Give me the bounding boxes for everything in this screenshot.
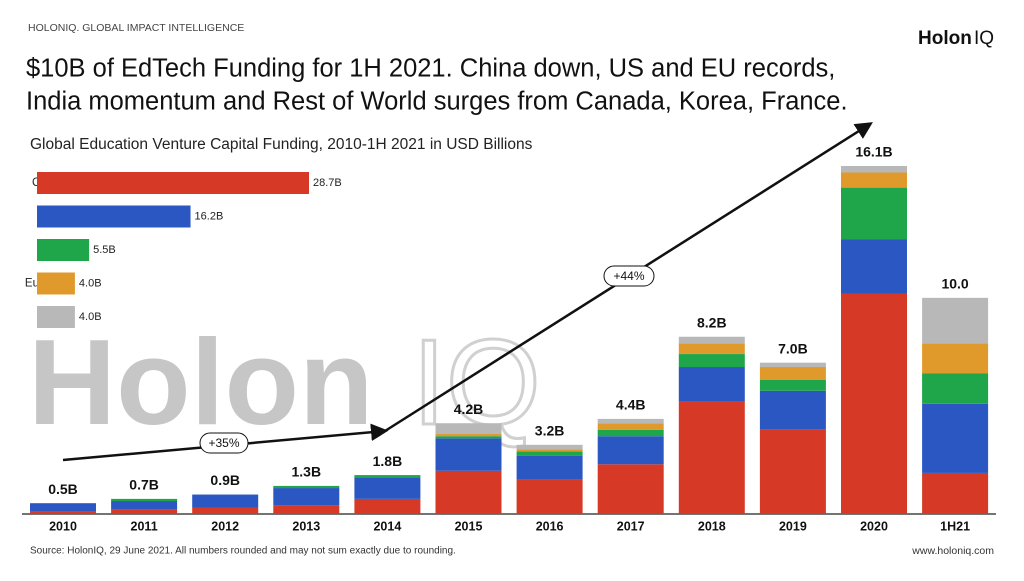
brand-line: HOLONIQ. GLOBAL IMPACT INTELLIGENCE — [28, 22, 244, 34]
bar — [37, 239, 90, 261]
value-label: 4.0B — [79, 311, 102, 323]
bar-segment — [841, 293, 907, 514]
x-tick-label: 2015 — [455, 519, 483, 533]
bar-segment — [516, 451, 583, 456]
bar-segment — [30, 511, 96, 514]
bar-segment — [354, 477, 421, 499]
bar-segment — [678, 343, 745, 355]
bar-segment — [922, 472, 989, 514]
bar-segment — [759, 367, 826, 380]
watermark: Holon IQ — [28, 313, 542, 452]
bar-segment — [759, 429, 826, 514]
bar-segment — [678, 367, 745, 402]
bar-segment — [759, 362, 826, 368]
bar-segment — [841, 172, 907, 188]
total-label: 7.0B — [778, 340, 808, 356]
x-tick-label: 2017 — [617, 519, 645, 533]
total-label: 4.4B — [616, 397, 646, 413]
bar-segment — [516, 449, 583, 452]
bar-segment — [678, 336, 745, 344]
bar-segment — [922, 297, 989, 344]
bar-segment — [922, 343, 989, 374]
total-label: 0.5B — [48, 481, 78, 497]
bar-segment — [354, 475, 421, 478]
bar-segment — [435, 470, 502, 514]
bar-segment — [597, 429, 664, 437]
bar-segment — [435, 438, 502, 471]
bar-segment — [597, 436, 664, 465]
bar-segment — [111, 501, 178, 510]
x-tick-label: 2011 — [131, 519, 158, 533]
total-label: 3.2B — [535, 423, 565, 439]
total-label: 16.1B — [855, 144, 892, 160]
bar-segment — [273, 505, 340, 514]
bar-segment — [516, 479, 583, 514]
bar-segment — [192, 494, 259, 508]
bar-segment — [841, 239, 907, 294]
bar-segment — [597, 418, 664, 424]
x-tick-label: 2020 — [860, 519, 888, 533]
title-line: India momentum and Rest of World surges … — [26, 88, 848, 116]
bar-segment — [273, 488, 340, 506]
total-label: 10.0 — [941, 276, 968, 292]
subtitle: Global Education Venture Capital Funding… — [30, 136, 533, 153]
x-tick-label: 2019 — [779, 519, 807, 533]
annotation: +35% — [208, 436, 239, 450]
bar-segment — [516, 455, 583, 480]
bar-segment — [678, 354, 745, 368]
x-tick-label: 2013 — [292, 519, 320, 533]
annotation-badge — [603, 265, 655, 287]
bar — [37, 306, 75, 328]
bar-segment — [354, 498, 421, 514]
total-label: 0.9B — [210, 472, 240, 488]
bar-segment — [841, 187, 907, 240]
plot: 0.5B 2010 0.7B 2011 0.9B 2012 1.3B 2013 1.8B 2014… — [22, 144, 996, 533]
total-label: 1.8B — [373, 453, 403, 469]
bar-segment — [111, 498, 178, 502]
source: Source: HolonIQ, 29 June 2021. All numbe… — [30, 546, 456, 557]
x-tick-label: 2012 — [211, 519, 239, 533]
bar-segment — [273, 485, 340, 489]
total-label: 4.2B — [454, 401, 484, 417]
total-label: 0.7B — [129, 477, 159, 493]
bar — [37, 205, 191, 228]
watermark-text: Holon — [28, 314, 374, 450]
bar-segment — [597, 423, 664, 430]
bar-segment — [435, 436, 502, 439]
bar-segment — [435, 423, 502, 435]
value-label: 28.7B — [313, 177, 342, 189]
bar — [37, 272, 75, 295]
bar-segment — [597, 464, 664, 514]
total-label: 1.3B — [292, 464, 322, 480]
bar-segment — [192, 507, 259, 514]
value-label: 5.5B — [93, 244, 116, 256]
value-label: 16.2B — [195, 210, 224, 222]
bar-segment — [516, 444, 583, 450]
x-tick-label: 2018 — [698, 519, 726, 533]
logo: Holon — [918, 28, 972, 49]
x-tick-label: 1H21 — [940, 519, 970, 533]
annotation: +44% — [613, 269, 644, 283]
x-tick-label: 2014 — [373, 519, 401, 533]
value-label: 4.0B — [79, 277, 102, 289]
bar-segment — [30, 503, 96, 512]
bar-segment — [759, 379, 826, 391]
bar-segment — [922, 373, 989, 404]
title-line: $10B of EdTech Funding for 1H 2021. Chin… — [26, 55, 835, 83]
bar-segment — [759, 390, 826, 430]
bar — [37, 172, 309, 194]
total-label: 8.2B — [697, 314, 727, 330]
x-tick-label: 2016 — [536, 519, 564, 533]
bar-segment — [678, 401, 745, 514]
bar-segment — [922, 403, 989, 473]
bar-segment — [111, 509, 178, 514]
bar-segment — [435, 434, 502, 437]
x-tick-label: 2010 — [49, 519, 77, 533]
annotation-badge — [199, 432, 249, 454]
url: www.holoniq.com — [911, 545, 994, 557]
logo-iq: IQ — [974, 28, 994, 49]
bar-segment — [841, 166, 907, 173]
